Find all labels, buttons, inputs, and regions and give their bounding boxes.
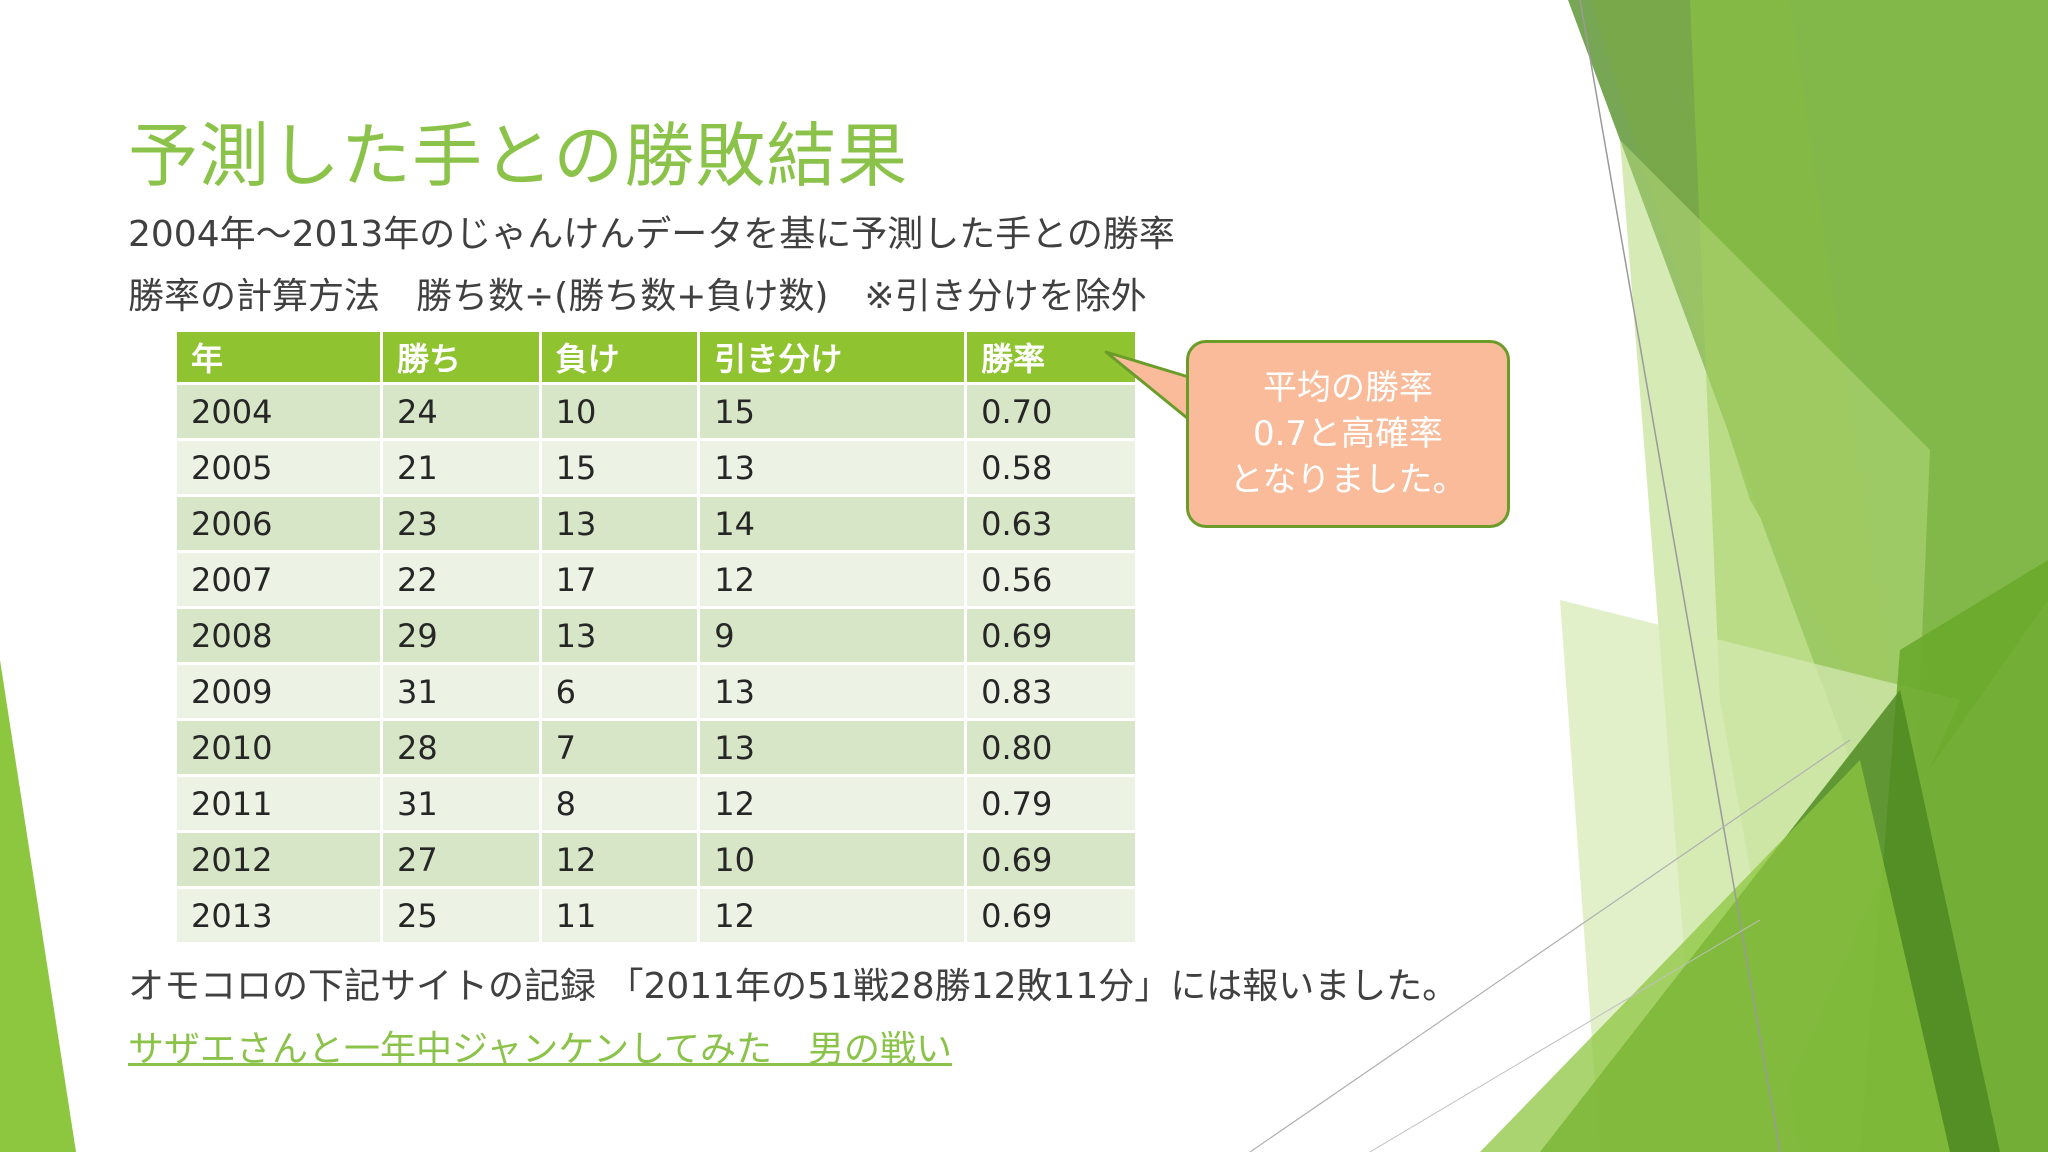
cell-losses: 11 bbox=[541, 889, 698, 942]
cell-wins: 21 bbox=[383, 441, 539, 494]
cell-win-rate: 0.69 bbox=[967, 833, 1135, 886]
cell-win-rate: 0.79 bbox=[967, 777, 1135, 830]
table-row: 2010 28 7 13 0.80 bbox=[177, 721, 1135, 774]
bg-facet-bright-bottom bbox=[1480, 760, 1950, 1152]
table-header-row: 年 勝ち 負け 引き分け 勝率 bbox=[177, 332, 1135, 382]
cell-win-rate: 0.58 bbox=[967, 441, 1135, 494]
header-losses: 負け bbox=[541, 332, 698, 382]
bg-line-3 bbox=[1369, 919, 1761, 1152]
cell-losses: 13 bbox=[541, 609, 698, 662]
table-row: 2011 31 8 12 0.79 bbox=[177, 777, 1135, 830]
cell-wins: 25 bbox=[383, 889, 539, 942]
callout-bubble: 平均の勝率 0.7と高確率 となりました。 bbox=[1186, 340, 1510, 528]
cell-wins: 27 bbox=[383, 833, 539, 886]
cell-draws: 13 bbox=[700, 441, 965, 494]
results-table: 年 勝ち 負け 引き分け 勝率 2004 24 10 15 0.70 2005 … bbox=[174, 329, 1138, 945]
cell-wins: 23 bbox=[383, 497, 539, 550]
cell-losses: 8 bbox=[541, 777, 698, 830]
table-row: 2007 22 17 12 0.56 bbox=[177, 553, 1135, 606]
cell-draws: 12 bbox=[700, 889, 965, 942]
cell-win-rate: 0.63 bbox=[967, 497, 1135, 550]
cell-draws: 14 bbox=[700, 497, 965, 550]
source-link[interactable]: サザエさんと一年中ジャンケンしてみた 男の戦い bbox=[128, 1029, 953, 1070]
cell-year: 2008 bbox=[177, 609, 380, 662]
table-row: 2012 27 12 10 0.69 bbox=[177, 833, 1135, 886]
header-year: 年 bbox=[177, 332, 380, 382]
table-row: 2004 24 10 15 0.70 bbox=[177, 385, 1135, 438]
table-row: 2008 29 13 9 0.69 bbox=[177, 609, 1135, 662]
cell-year: 2012 bbox=[177, 833, 380, 886]
callout-line-2: 0.7と高確率 bbox=[1252, 414, 1444, 454]
cell-win-rate: 0.70 bbox=[967, 385, 1135, 438]
method-text: 勝率の計算方法 勝ち数÷(勝ち数+負け数) ※引き分けを除外 bbox=[128, 276, 1147, 317]
cell-year: 2004 bbox=[177, 385, 380, 438]
cell-win-rate: 0.83 bbox=[967, 665, 1135, 718]
cell-draws: 12 bbox=[700, 777, 965, 830]
slide-title: 予測した手との勝敗結果 bbox=[128, 115, 909, 197]
cell-win-rate: 0.69 bbox=[967, 609, 1135, 662]
cell-wins: 29 bbox=[383, 609, 539, 662]
cell-draws: 12 bbox=[700, 553, 965, 606]
cell-losses: 12 bbox=[541, 833, 698, 886]
cell-losses: 17 bbox=[541, 553, 698, 606]
cell-wins: 28 bbox=[383, 721, 539, 774]
cell-losses: 15 bbox=[541, 441, 698, 494]
cell-draws: 13 bbox=[700, 721, 965, 774]
table-row: 2006 23 13 14 0.63 bbox=[177, 497, 1135, 550]
table-row: 2013 25 11 12 0.69 bbox=[177, 889, 1135, 942]
cell-win-rate: 0.69 bbox=[967, 889, 1135, 942]
cell-year: 2013 bbox=[177, 889, 380, 942]
cell-draws: 15 bbox=[700, 385, 965, 438]
callout-line-1: 平均の勝率 bbox=[1263, 368, 1433, 408]
cell-year: 2009 bbox=[177, 665, 380, 718]
cell-win-rate: 0.56 bbox=[967, 553, 1135, 606]
header-wins: 勝ち bbox=[383, 332, 539, 382]
cell-year: 2007 bbox=[177, 553, 380, 606]
cell-losses: 13 bbox=[541, 497, 698, 550]
cell-draws: 13 bbox=[700, 665, 965, 718]
cell-year: 2011 bbox=[177, 777, 380, 830]
table-row: 2005 21 15 13 0.58 bbox=[177, 441, 1135, 494]
cell-losses: 7 bbox=[541, 721, 698, 774]
note-text: オモコロの下記サイトの記録 「2011年の51戦28勝12敗11分」には報いまし… bbox=[128, 966, 1459, 1007]
header-win-rate: 勝率 bbox=[967, 332, 1135, 382]
cell-losses: 6 bbox=[541, 665, 698, 718]
cell-win-rate: 0.80 bbox=[967, 721, 1135, 774]
subtitle-text: 2004年～2013年のじゃんけんデータを基に予測した手との勝率 bbox=[128, 214, 1175, 255]
cell-losses: 10 bbox=[541, 385, 698, 438]
header-draws: 引き分け bbox=[700, 332, 965, 382]
cell-wins: 24 bbox=[383, 385, 539, 438]
cell-wins: 31 bbox=[383, 665, 539, 718]
cell-draws: 9 bbox=[700, 609, 965, 662]
table-row: 2009 31 6 13 0.83 bbox=[177, 665, 1135, 718]
callout-line-3: となりました。 bbox=[1229, 460, 1467, 500]
callout-pointer bbox=[1104, 350, 1193, 424]
cell-draws: 10 bbox=[700, 833, 965, 886]
cell-year: 2005 bbox=[177, 441, 380, 494]
bg-line-2 bbox=[1249, 739, 1851, 1152]
bg-line-1 bbox=[1579, 0, 1781, 1152]
cell-wins: 31 bbox=[383, 777, 539, 830]
cell-year: 2006 bbox=[177, 497, 380, 550]
cell-wins: 22 bbox=[383, 553, 539, 606]
bg-left-shard bbox=[0, 660, 76, 1152]
cell-year: 2010 bbox=[177, 721, 380, 774]
